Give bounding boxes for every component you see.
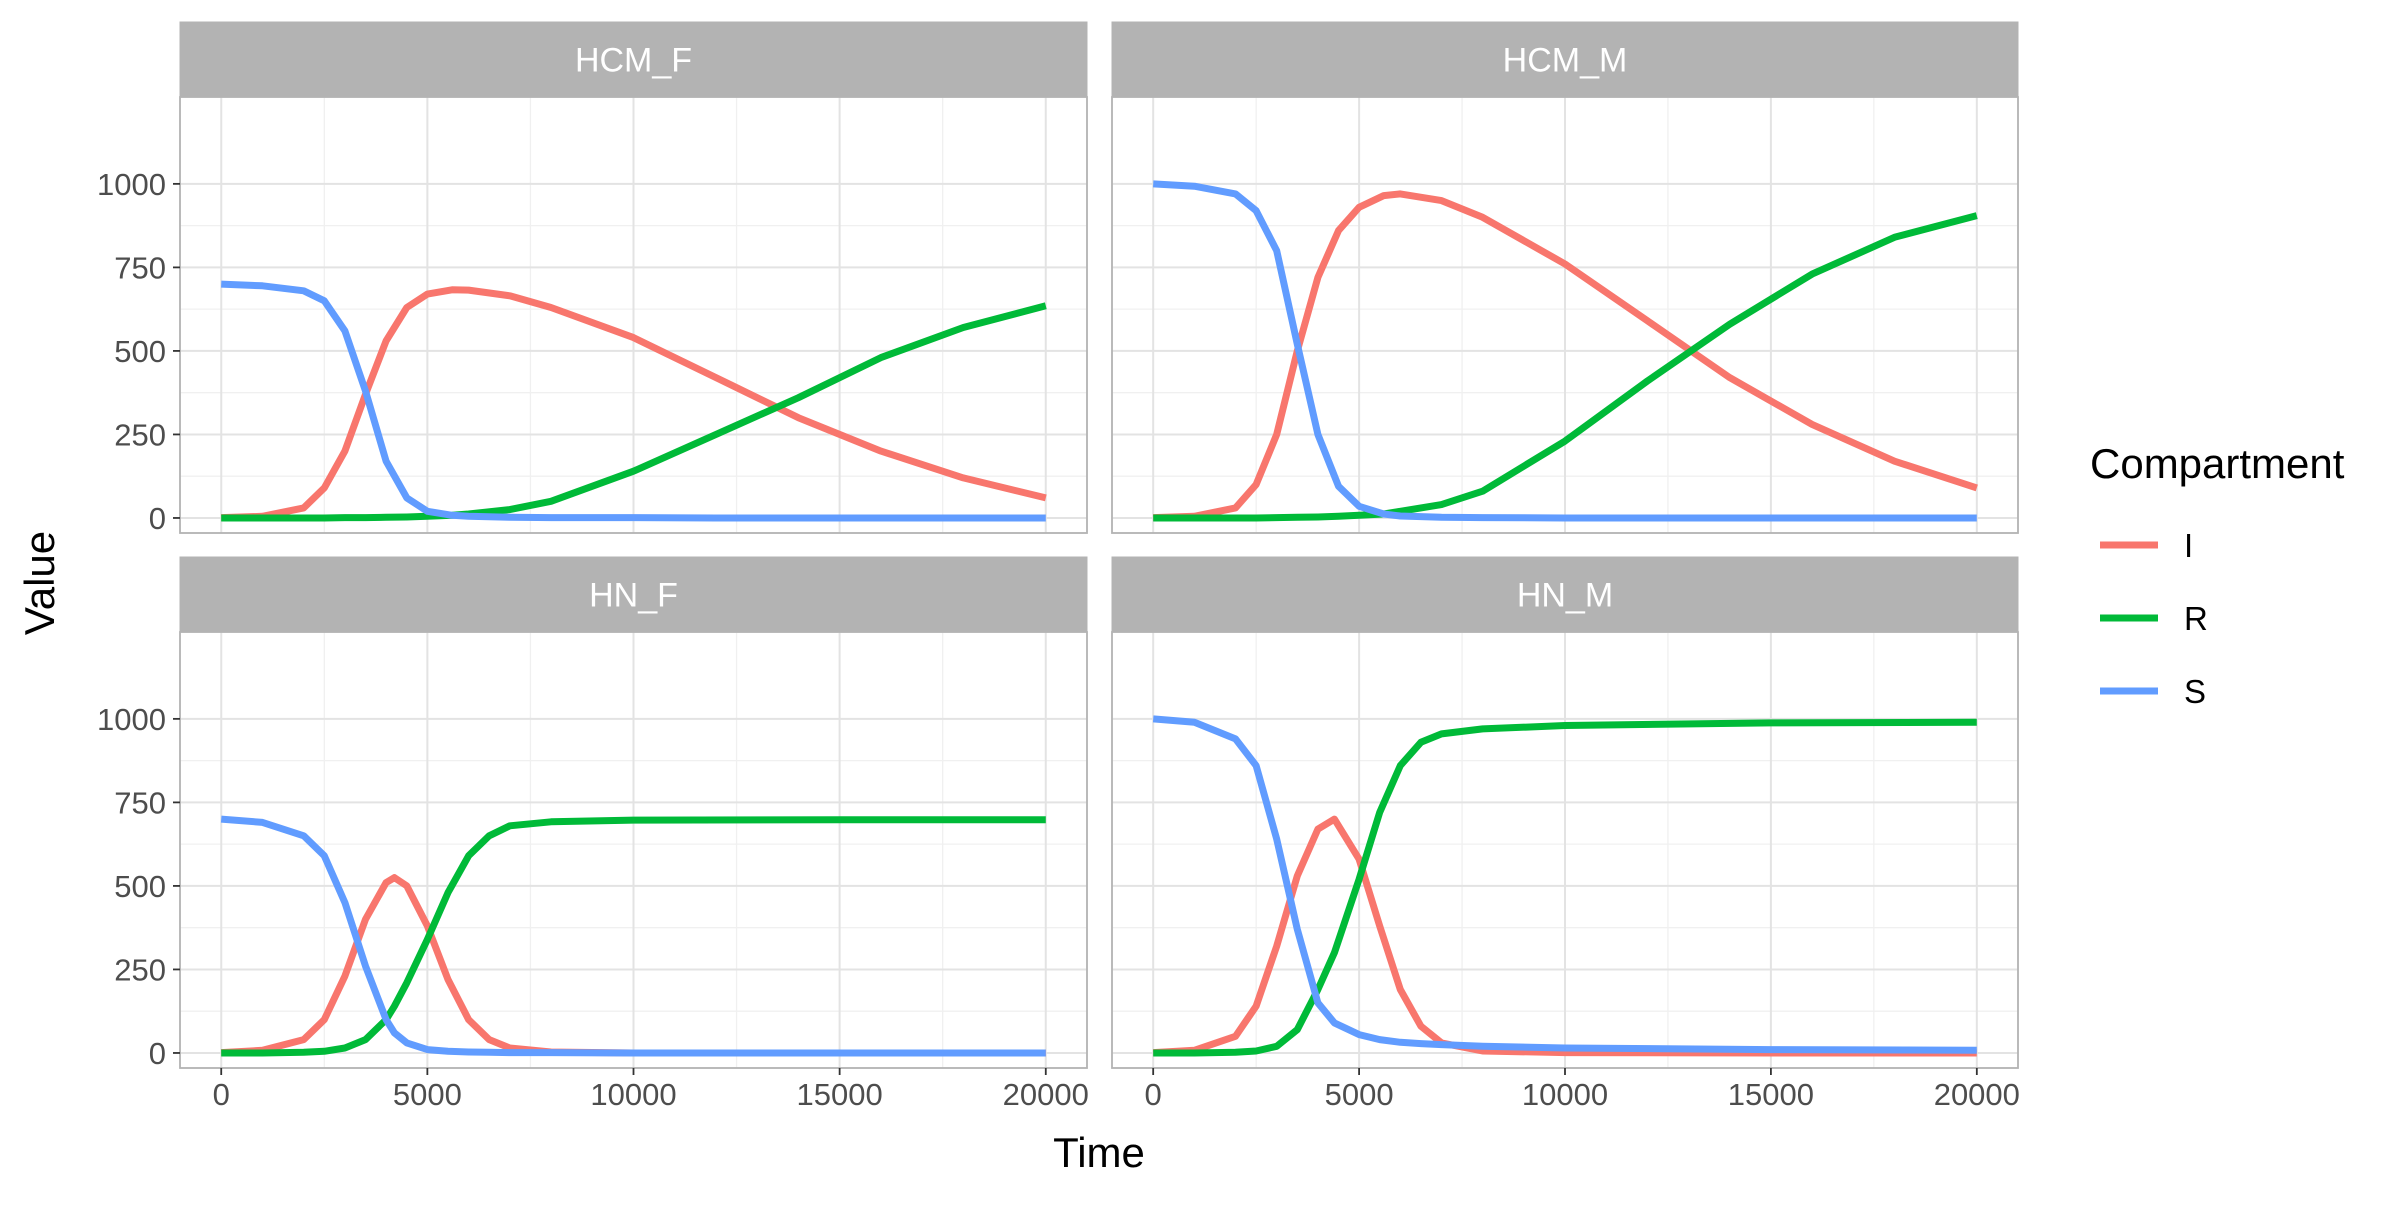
- y-tick-label: 500: [114, 334, 166, 369]
- y-tick-label: 750: [114, 250, 166, 285]
- x-tick-label: 20000: [1003, 1077, 1089, 1112]
- facet-strip-hcm-f: [179, 21, 1088, 98]
- series-line-s-hn-f: [220, 815, 1046, 1057]
- y-tick-label: 0: [149, 1036, 166, 1071]
- x-tick-label: 5000: [393, 1077, 462, 1112]
- y-tick-label: 750: [114, 785, 166, 820]
- x-tick-label: 15000: [797, 1077, 883, 1112]
- facet-strip-hn-f: [179, 556, 1088, 633]
- x-tick-label: 20000: [1934, 1077, 2020, 1112]
- facet-title-hn-f: HN_F: [589, 577, 678, 615]
- x-tick-label: 0: [213, 1077, 230, 1112]
- x-tick-label: 10000: [590, 1077, 676, 1112]
- x-tick-label: 5000: [1325, 1077, 1394, 1112]
- series-line-s-hcm-m: [1153, 180, 1977, 522]
- facet-title-hcm-f: HCM_F: [575, 42, 692, 80]
- y-tick-label: 500: [114, 869, 166, 904]
- legend-label-i: I: [2184, 527, 2193, 564]
- y-tick-label: 1000: [97, 702, 166, 737]
- facet-title-hcm-m: HCM_M: [1503, 42, 1628, 80]
- legend-label-r: R: [2184, 600, 2208, 637]
- facet-strip-hn-m: [1111, 556, 2019, 633]
- series-line-s-hn-m: [1152, 715, 1977, 1054]
- y-tick-label: 250: [114, 417, 166, 452]
- series-line-i-hn-m: [1153, 815, 1977, 1057]
- y-tick-label: 0: [149, 501, 166, 536]
- series-line-r-hn-f: [221, 816, 1046, 1057]
- series-line-s-hcm-f: [221, 280, 1046, 522]
- panel-border-hcm-f: [179, 96, 1088, 534]
- panel-border-hcm-m: [1111, 96, 2019, 534]
- x-tick-label: 15000: [1728, 1077, 1814, 1112]
- series-line-i-hcm-f: [221, 286, 1047, 522]
- legend-title: Compartment: [2090, 440, 2345, 487]
- legend-label-s: S: [2184, 673, 2206, 710]
- facet-title-hn-m: HN_M: [1517, 577, 1613, 615]
- y-tick-label: 250: [114, 952, 166, 987]
- x-tick-label: 10000: [1522, 1077, 1608, 1112]
- y-tick-label: 1000: [97, 167, 166, 202]
- series-line-r-hn-m: [1153, 718, 1977, 1057]
- x-tick-label: 0: [1145, 1077, 1162, 1112]
- x-axis-title: Time: [1053, 1129, 1145, 1176]
- y-axis-title: Value: [16, 531, 63, 635]
- series-line-i-hcm-m: [1153, 190, 1978, 522]
